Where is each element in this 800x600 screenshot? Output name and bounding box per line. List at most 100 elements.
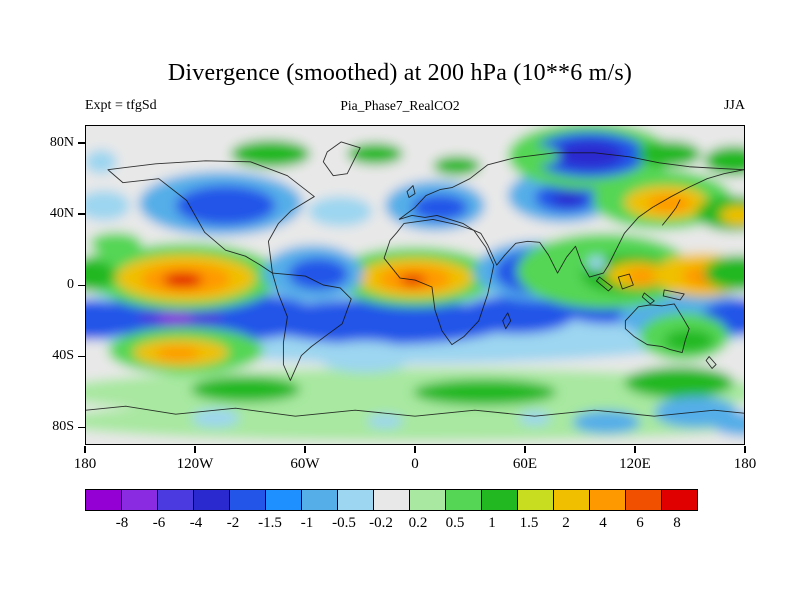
contour-blob: [432, 155, 481, 176]
experiment-label: Expt = tfgSd: [85, 98, 157, 113]
colorbar: [85, 489, 698, 511]
contour-blob: [367, 414, 404, 429]
contour-blob: [587, 256, 606, 271]
colorbar-tick-label: 0.2: [408, 515, 428, 531]
coastline-antarctica: [86, 405, 744, 417]
x-axis-tick: [744, 446, 746, 453]
x-axis-tick-label: 180: [73, 456, 97, 472]
contour-map-svg: [86, 126, 744, 444]
contour-blob: [413, 379, 557, 406]
colorbar-tick-label: -0.2: [369, 515, 393, 531]
contour-blob: [509, 145, 560, 166]
colorbar-tick-label: -2: [226, 515, 240, 531]
contour-blob: [86, 401, 744, 442]
contour-blob: [458, 295, 575, 334]
colorbar-cell-13: [553, 489, 590, 511]
colorbar-tick-label: -1.5: [258, 515, 282, 531]
contour-blob: [230, 139, 311, 168]
colorbar-tick-label: 0.5: [445, 515, 465, 531]
contour-blob: [162, 273, 203, 287]
coastline-eurasia-south: [473, 169, 744, 278]
x-axis-tick-label: 120W: [176, 456, 214, 472]
contour-blob: [647, 194, 692, 213]
run-subtitle: Pia_Phase7_RealCO2: [340, 98, 460, 113]
contour-field: [86, 126, 744, 444]
contour-blob: [347, 142, 404, 165]
colorbar-cell-14: [589, 489, 626, 511]
colorbar-cell-0: [85, 489, 122, 511]
coastline-mediterranean: [398, 214, 475, 231]
colorbar-cell-1: [121, 489, 158, 511]
contour-blob: [555, 140, 624, 169]
colorbar-tick-label: 8: [673, 515, 681, 531]
colorbar-tick-label: 4: [599, 515, 607, 531]
colorbar-tick-label: -4: [189, 515, 203, 531]
colorbar-cell-11: [481, 489, 518, 511]
contour-blob: [260, 298, 510, 345]
y-axis-tick-label: 80S: [52, 419, 74, 435]
contour-blob: [86, 149, 117, 174]
x-axis-tick: [634, 446, 636, 453]
colorbar-cell-9: [409, 489, 446, 511]
contour-blob: [625, 268, 658, 285]
colorbar-tick-label: 1.5: [519, 515, 539, 531]
contour-blob: [624, 366, 735, 399]
x-axis-tick-label: 0: [411, 456, 419, 472]
y-axis-tick: [78, 142, 85, 144]
colorbar-tick-label: -1: [300, 515, 314, 531]
colorbar-cell-3: [193, 489, 230, 511]
coastlines: [86, 141, 744, 417]
y-axis-tick: [78, 284, 85, 286]
colorbar-tick-label: 1: [488, 515, 496, 531]
coastline-madagascar: [502, 312, 512, 330]
contour-blob: [191, 409, 240, 428]
colorbar-cell-2: [157, 489, 194, 511]
x-axis-tick: [194, 446, 196, 453]
contour-blob: [518, 411, 551, 426]
colorbar-cell-10: [445, 489, 482, 511]
y-axis-tick: [78, 213, 85, 215]
colorbar-cell-12: [517, 489, 554, 511]
x-axis-tick: [524, 446, 526, 453]
contour-blob: [704, 255, 744, 291]
contour-blob: [155, 346, 200, 361]
season-label: JJA: [723, 98, 745, 113]
map-plot-area: [85, 125, 745, 445]
contour-blob: [308, 196, 373, 227]
colorbar-cell-4: [229, 489, 266, 511]
colorbar-tick-label: -0.5: [332, 515, 356, 531]
colorbar-cell-16: [661, 489, 698, 511]
page-title: Divergence (smoothed) at 200 hPa (10**6 …: [167, 60, 633, 86]
y-axis-tick-label: 80N: [49, 134, 74, 150]
contour-blob: [637, 140, 702, 167]
colorbar-cell-7: [337, 489, 374, 511]
x-axis-tick-label: 60E: [512, 456, 538, 472]
colorbar-tick-label: -6: [152, 515, 166, 531]
y-axis-tick: [78, 355, 85, 358]
y-axis-tick-label: 0: [67, 277, 74, 292]
y-axis-tick-label: 40S: [52, 348, 74, 364]
contour-blob: [288, 258, 349, 290]
coastline-australia: [624, 303, 690, 354]
coastline-new-zealand: [705, 356, 717, 369]
contour-blob: [317, 340, 414, 373]
colorbar-cell-6: [301, 489, 338, 511]
contour-blob: [86, 190, 130, 221]
coastline-japan: [661, 199, 681, 226]
contour-blob: [552, 190, 585, 207]
x-axis-tick-label: 60W: [290, 456, 320, 472]
contour-blob: [89, 232, 142, 255]
y-axis-tick-label: 40N: [49, 205, 74, 221]
x-axis-tick: [414, 446, 416, 453]
contour-blob: [190, 376, 301, 403]
colorbar-cell-8: [373, 489, 410, 511]
x-axis-tick: [304, 446, 306, 453]
colorbar-tick-label: -8: [115, 515, 129, 531]
contour-blob: [86, 259, 116, 291]
coastline-north-america: [107, 160, 315, 274]
contour-blob: [664, 329, 715, 352]
y-axis-tick: [78, 426, 85, 429]
contour-blob: [712, 412, 744, 437]
x-axis-tick-label: 180: [733, 456, 757, 472]
